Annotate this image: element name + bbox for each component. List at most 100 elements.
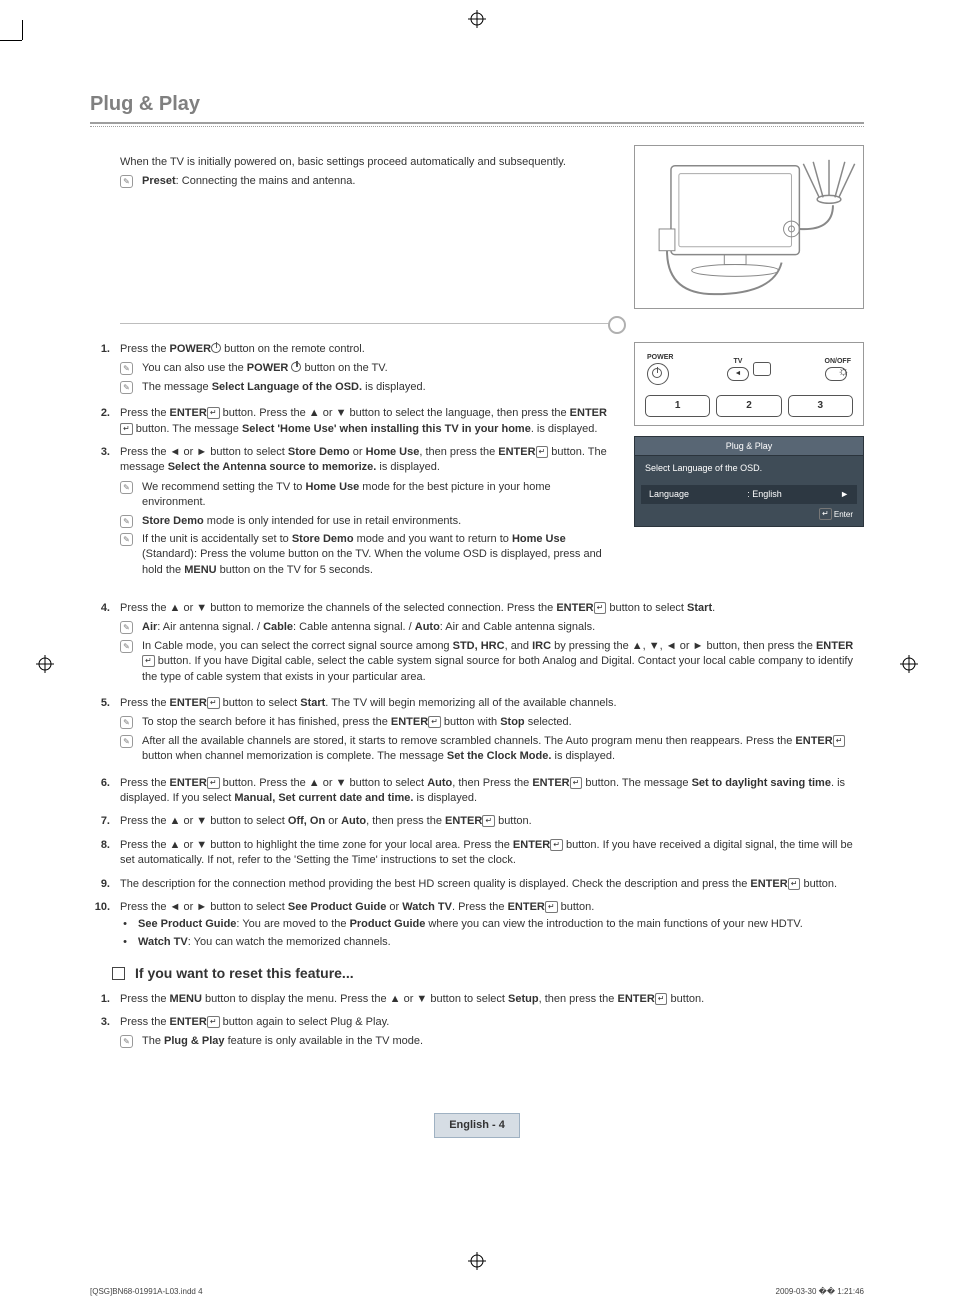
enter-icon (819, 508, 832, 520)
intro-block: When the TV is initially powered on, bas… (90, 145, 864, 309)
note-icon: ✎ (120, 1035, 133, 1048)
remote-illustration: POWER TV ◄ ON/OFF (634, 342, 864, 426)
step-note: ✎Store Demo mode is only intended for us… (120, 514, 610, 529)
step-item: 7.Press the ▲ or ▼ button to select Off,… (90, 814, 864, 829)
step-number: 1. (90, 342, 110, 398)
indd-filename: [QSG]BN68-01991A-L03.indd 4 (90, 1286, 203, 1297)
remote-tv-group: TV ◄ (727, 357, 771, 381)
note-icon: ✎ (120, 735, 133, 748)
checkbox-icon (112, 967, 125, 980)
step-number: 3. (90, 445, 110, 581)
step-body: The description for the connection metho… (120, 877, 864, 892)
step-item: 4.Press the ▲ or ▼ button to memorize th… (90, 601, 864, 688)
step-item: 3.Press the ◄ or ► button to select Stor… (90, 445, 610, 581)
enter-icon (207, 697, 220, 709)
enter-icon (833, 735, 846, 747)
tv-connection-illustration (634, 145, 864, 309)
enter-icon (545, 901, 558, 913)
enter-icon (207, 1016, 220, 1028)
step-number: 6. (90, 776, 110, 807)
osd-footer: Enter (635, 504, 863, 522)
enter-icon (428, 716, 441, 728)
step-body: Press the ENTER button again to select P… (120, 1015, 864, 1053)
note-icon: ✎ (120, 640, 133, 653)
remote-power-label: POWER (647, 353, 673, 363)
step-number: 8. (90, 838, 110, 869)
print-timestamp: 2009-03-30 �� 1:21:46 (776, 1286, 864, 1297)
step-body: Press the ENTER button. Press the ▲ or ▼… (120, 406, 610, 437)
note-icon: ✎ (120, 362, 133, 375)
step-note: ✎The Plug & Play feature is only availab… (120, 1034, 864, 1049)
intro-text: When the TV is initially powered on, bas… (120, 155, 610, 170)
reset-heading-row: If you want to reset this feature... (112, 964, 864, 984)
step-body: Press the ▲ or ▼ button to memorize the … (120, 601, 864, 688)
step-body: Press the ENTER button. Press the ▲ or ▼… (120, 776, 864, 807)
step-note: ✎The message Select Language of the OSD.… (120, 380, 610, 395)
reset-step-item: 3. Press the ENTER button again to select… (90, 1015, 864, 1053)
step-item: 5.Press the ENTER button to select Start… (90, 696, 864, 768)
power-icon (291, 362, 301, 372)
enter-icon (655, 993, 668, 1005)
step-item: 6. Press the ENTER button. Press the ▲ or… (90, 776, 864, 807)
remote-power-knob (647, 363, 669, 385)
step-number: 4. (90, 601, 110, 688)
step-item: 9. The description for the connection met… (90, 877, 864, 892)
remote-num-2: 2 (716, 395, 781, 417)
osd-language-row: Language : English ► (641, 485, 857, 504)
note-icon: ✎ (120, 515, 133, 528)
step-note: ✎Air: Air antenna signal. / Cable: Cable… (120, 620, 864, 635)
dotted-rule (90, 126, 864, 127)
step-number: 3. (90, 1015, 110, 1053)
enter-icon (482, 815, 495, 827)
step-number: 1. (90, 992, 110, 1007)
enter-icon (207, 407, 220, 419)
step-item: 8. Press the ▲ or ▼ button to highlight t… (90, 838, 864, 869)
step-note: ✎If the unit is accidentally set to Stor… (120, 532, 610, 578)
remote-num-1: 1 (645, 395, 710, 417)
step-body: Press the ◄ or ► button to select See Pr… (120, 900, 864, 950)
note-icon: ✎ (120, 175, 133, 188)
step-note: ✎We recommend setting the TV to Home Use… (120, 480, 610, 511)
section-title: Plug & Play (90, 90, 864, 124)
steps-with-sidebar: 1.Press the POWER button on the remote c… (90, 342, 864, 589)
osd-screenshot: Plug & Play Select Language of the OSD. … (634, 436, 864, 527)
step-number: 5. (90, 696, 110, 768)
remote-onoff-button (825, 367, 847, 381)
step-number: 7. (90, 814, 110, 829)
note-icon: ✎ (120, 621, 133, 634)
print-footer: [QSG]BN68-01991A-L03.indd 4 2009-03-30 �… (90, 1286, 864, 1297)
step-number: 10. (90, 900, 110, 950)
step-body: Press the ◄ or ► button to select Store … (120, 445, 610, 581)
reset-heading: If you want to reset this feature... (135, 964, 354, 984)
note-icon: ✎ (120, 381, 133, 394)
remote-num-3: 3 (788, 395, 853, 417)
enter-icon (788, 878, 801, 890)
step-note: ✎To stop the search before it has finish… (120, 715, 864, 730)
osd-subtitle: Select Language of the OSD. (635, 456, 863, 485)
enter-icon (536, 446, 549, 458)
note-icon: ✎ (120, 481, 133, 494)
steps-list-bottom: 4.Press the ▲ or ▼ button to memorize th… (90, 601, 864, 950)
osd-title: Plug & Play (635, 437, 863, 457)
reset-steps-list: 1. Press the MENU button to display the m… (90, 992, 864, 1053)
registration-mark-bottom (468, 1252, 486, 1275)
enter-icon (120, 423, 133, 435)
enter-icon (550, 839, 563, 851)
preset-note: ✎ Preset: Connecting the mains and anten… (120, 174, 610, 189)
step-note: ✎In Cable mode, you can select the corre… (120, 639, 864, 685)
manual-page: Plug & Play When the TV is initially pow… (0, 0, 954, 1315)
step-note: ✎After all the available channels are st… (120, 734, 864, 765)
enter-icon (142, 655, 155, 667)
section-divider-arrow (120, 323, 620, 324)
step-number: 9. (90, 877, 110, 892)
step-number: 2. (90, 406, 110, 437)
step-bullet: •See Product Guide: You are moved to the… (120, 917, 864, 932)
step-body: Press the POWER button on the remote con… (120, 342, 610, 398)
power-icon (211, 343, 221, 353)
reset-step-item: 1. Press the MENU button to display the m… (90, 992, 864, 1007)
step-body: Press the ▲ or ▼ button to highlight the… (120, 838, 864, 869)
step-item: 1.Press the POWER button on the remote c… (90, 342, 610, 398)
step-body: Press the MENU button to display the men… (120, 992, 864, 1007)
page-number-box: English - 4 (434, 1113, 520, 1138)
step-item: 10. Press the ◄ or ► button to select See… (90, 900, 864, 950)
